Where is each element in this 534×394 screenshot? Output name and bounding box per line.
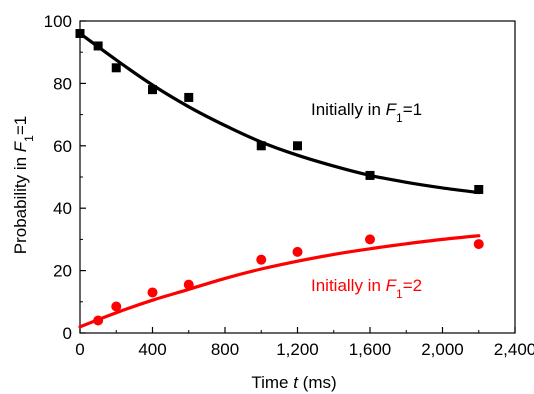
data-point-series-2	[292, 246, 303, 257]
x-tick-label: 800	[211, 340, 239, 359]
y-axis: 0 20 40 60 80 100	[44, 12, 86, 343]
data-point-series-1	[75, 28, 85, 38]
data-point-series-2	[93, 315, 104, 326]
y-tick-label: 40	[53, 199, 72, 218]
x-tick-label: 1,600	[349, 340, 392, 359]
data-point-series-1	[93, 41, 103, 51]
x-tick-label: 2,400	[494, 340, 534, 359]
plot-frame	[79, 20, 516, 334]
data-point-series-2	[147, 287, 158, 298]
data-point-series-2	[365, 234, 375, 245]
data-point-series-1	[148, 85, 157, 95]
data-point-series-1	[474, 184, 484, 194]
x-tick-label: 0	[75, 340, 84, 359]
y-tick-label: 0	[63, 324, 72, 343]
x-tick-label: 400	[138, 340, 166, 359]
fit-line-series-2	[78, 234, 481, 329]
y-tick-label: 20	[53, 262, 72, 281]
data-point-series-1	[293, 141, 302, 151]
y-tick-label: 60	[53, 137, 72, 156]
data-point-series-2	[111, 301, 122, 312]
data-point-series-1	[184, 92, 194, 102]
y-tick-label: 100	[44, 12, 72, 31]
data-point-series-2	[473, 239, 484, 250]
y-axis-title: Probability in F1=1	[11, 116, 36, 255]
x-axis: 0 400 800 1,200 1,600 2,000 2,400	[75, 327, 534, 359]
data-point-series-2	[256, 254, 267, 265]
data-point-series-1	[365, 170, 375, 180]
data-points	[75, 28, 484, 326]
x-tick-label: 2,000	[421, 340, 464, 359]
y-tick-label: 80	[53, 74, 72, 93]
plot-border	[79, 20, 516, 334]
data-point-series-1	[256, 141, 266, 151]
data-point-series-2	[183, 279, 194, 290]
series-label-f1-2: Initially in F1=2	[311, 276, 422, 301]
x-tick-label: 1,200	[276, 340, 319, 359]
x-axis-title: Time t (ms)	[251, 373, 336, 392]
series-label-f1-1: Initially in F1=1	[311, 100, 422, 125]
fit-lines	[78, 31, 481, 329]
fit-line-series-1	[78, 31, 481, 195]
data-point-series-1	[111, 63, 121, 73]
